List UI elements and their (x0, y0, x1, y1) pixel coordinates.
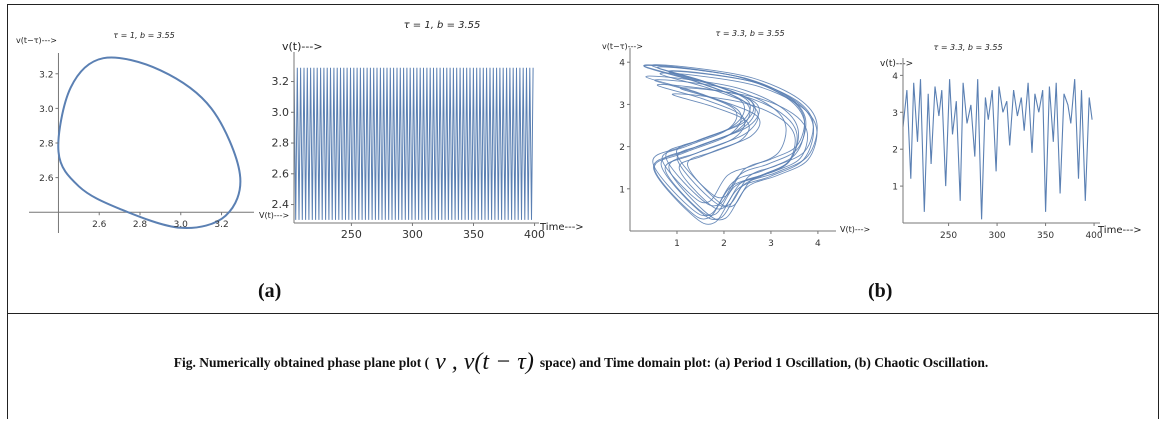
x-axis-label: V(t)---> (840, 225, 870, 234)
x-tick-label: 3.0 (174, 220, 189, 230)
y-tick-label: 2.8 (39, 140, 54, 150)
panel-label-b: (b) (868, 280, 893, 302)
figure-frame (7, 4, 1159, 419)
y-tick-label: 2.6 (272, 167, 290, 180)
y-tick-label: 3.0 (272, 106, 290, 119)
y-tick-label: 3 (892, 109, 898, 119)
x-tick-label: 3 (768, 239, 774, 249)
y-axis-label: v(t)---> (880, 59, 913, 69)
x-axis-label: Time---> (1097, 225, 1142, 236)
y-tick-label: 3 (619, 101, 625, 111)
chart-title: τ = 3.3, b = 3.55 (933, 43, 1002, 52)
phase-plot-a: τ = 1, b = 3.55 v(t−τ)---> V(t)---> 2.6 2… (16, 31, 289, 233)
caption-math: v , v(t − τ) (429, 349, 540, 375)
time-plot-b: τ = 3.3, b = 3.55 v(t)---> Time---> 250 3… (880, 43, 1142, 241)
x-tick-label: 1 (674, 239, 680, 249)
y-axis-label: v(t−τ)---> (16, 36, 57, 45)
y-tick-label: 4 (892, 72, 898, 82)
chart-title: τ = 1, b = 3.55 (404, 20, 481, 31)
phase-orbit-line (57, 56, 242, 229)
y-tick-label: 2 (619, 143, 625, 153)
y-tick-label: 1 (892, 183, 898, 193)
attractor-orbit-line (680, 87, 809, 208)
y-tick-label: 3.0 (39, 105, 54, 115)
time-series-line (293, 67, 534, 220)
attractor-orbit-line (656, 84, 798, 217)
y-tick-label: 2.6 (39, 174, 54, 184)
x-tick-label: 3.2 (214, 220, 228, 230)
chart-title: τ = 3.3, b = 3.55 (715, 29, 784, 38)
x-tick-label: 2 (721, 239, 727, 249)
time-series-line (902, 79, 1093, 220)
x-tick-label: 250 (341, 228, 362, 241)
phase-plot-b: τ = 3.3, b = 3.55 v(t−τ)---> V(t)---> 1 2… (602, 29, 870, 249)
caption-text-2: space) and Time domain plot: (a) Period … (539, 355, 989, 370)
panel-label-a: (a) (258, 280, 282, 302)
x-tick-label: 2.8 (133, 220, 148, 230)
figure-separator (7, 313, 1158, 314)
x-tick-label: 350 (1037, 231, 1054, 241)
x-tick-label: 4 (815, 239, 821, 249)
attractor-orbit-line (668, 70, 806, 199)
y-tick-label: 2 (892, 146, 898, 156)
chart-title: τ = 1, b = 3.55 (113, 31, 174, 40)
y-axis-label: v(t)---> (282, 40, 323, 53)
x-tick-label: 2.6 (92, 220, 107, 230)
x-tick-label: 400 (524, 228, 545, 241)
y-tick-label: 4 (619, 59, 625, 69)
x-tick-label: 350 (463, 228, 484, 241)
caption-text-1: Fig. Numerically obtained phase plane pl… (173, 355, 430, 370)
y-tick-label: 3.2 (39, 70, 53, 80)
y-tick-label: 2.8 (272, 137, 290, 150)
attractor-orbit-line (668, 70, 814, 207)
y-tick-label: 1 (619, 185, 625, 195)
time-plot-a: τ = 1, b = 3.55 v(t)---> Time---> 250 300… (272, 20, 584, 241)
x-tick-label: 400 (1085, 231, 1102, 241)
y-axis-label: v(t−τ)---> (602, 42, 643, 51)
y-tick-label: 2.4 (272, 198, 290, 211)
figure-caption: Fig. Numerically obtained phase plane pl… (20, 346, 1142, 379)
x-tick-label: 250 (940, 231, 957, 241)
attractor-orbit-line (671, 93, 796, 210)
x-tick-label: 300 (402, 228, 423, 241)
x-tick-label: 300 (988, 231, 1005, 241)
x-axis-label: V(t)---> (259, 211, 289, 220)
attractor-orbit-line (651, 64, 818, 221)
x-axis-label: Time---> (539, 222, 584, 233)
y-tick-label: 3.2 (272, 75, 290, 88)
